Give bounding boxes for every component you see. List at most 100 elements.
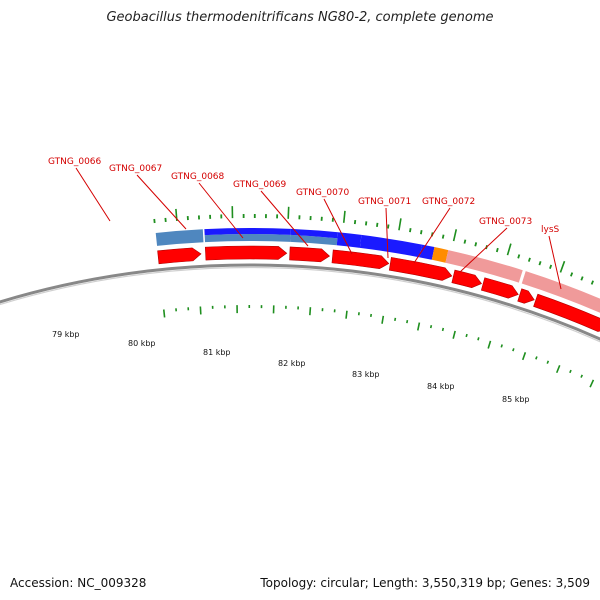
inner-tick [429,325,433,329]
inner-tick [555,365,561,374]
hit-segment [431,247,449,263]
leader-line [413,207,451,264]
cds-arrow [204,245,288,261]
gene-label-gtng-0067: GTNG_0067 [109,164,162,174]
leader-line [198,182,244,239]
kbp-label-80: 80 kbp [128,339,156,348]
gene-label-gtng-0066: GTNG_0066 [48,157,102,167]
gene-label-gtng-0070: GTNG_0070 [296,188,350,198]
hit-segment [359,234,423,258]
kbp-labels: 79 kbp 80 kbp 81 kbp 82 kbp 83 kbp 84 kb… [52,330,530,404]
hit-segment [290,234,338,246]
hit-segment [204,233,291,243]
leader-line [323,198,353,255]
inner-tick [406,320,409,324]
inner-tick [465,333,468,338]
gene-label-gtng-0073: GTNG_0073 [479,217,532,227]
accession-text: Accession: NC_009328 [10,576,147,590]
inner-tick [162,309,166,318]
inner-tick-ring [162,304,595,388]
cds-arrow [480,277,519,299]
cds-arrow [517,288,535,304]
hit-segment [521,271,600,313]
inner-tick [546,360,550,364]
outer-tick [538,261,542,266]
outer-tick [342,210,346,223]
inner-tick [512,348,515,352]
inner-tick [589,379,595,388]
leader-line [385,207,389,259]
inner-tick [477,337,480,341]
cds-arrow [289,246,331,263]
outer-tick [590,280,594,285]
outer-tick [387,224,390,229]
kbp-label-82: 82 kbp [278,359,306,368]
backbone-ring [0,263,600,343]
genome-summary-text: Topology: circular; Length: 3,550,319 bp… [260,576,590,590]
gene-label-gtng-0071: GTNG_0071 [358,197,411,207]
cds-track [157,245,600,332]
inner-tick [345,310,348,319]
outer-tick [570,272,574,277]
outer-tick [495,247,499,253]
hit-segment [445,250,523,283]
inner-tick [487,340,492,349]
inner-tick [309,307,312,316]
inner-tick [521,352,527,361]
inner-tick [500,344,503,348]
outer-tick [517,254,521,259]
outer-tick [463,239,467,244]
inner-tick [535,356,538,360]
kbp-label-79: 79 kbp [52,330,80,339]
outer-tick [287,206,290,219]
inner-tick [452,330,456,339]
backbone-arc [0,263,600,341]
hit-segment [290,228,339,239]
gene-labels: GTNG_0066 GTNG_0067 GTNG_0068 GTNG_0069 … [48,157,560,235]
gene-label-leaders [75,167,562,290]
gene-label-gtng-0068: GTNG_0068 [171,172,225,182]
outer-tick [420,230,423,235]
gene-label-gtng-0069: GTNG_0069 [233,180,287,190]
outer-tick [441,234,445,239]
kbp-label-84: 84 kbp [427,382,455,391]
leader-line [548,235,562,290]
cds-arrow [451,269,483,289]
cds-arrow [157,247,202,265]
outer-tick [452,229,458,242]
cds-arrow [331,249,390,269]
kbp-label-81: 81 kbp [203,348,231,357]
leader-line [75,167,111,222]
kbp-label-83: 83 kbp [352,370,380,379]
outer-tick [527,257,531,262]
inner-tick [416,322,421,331]
leader-line [136,174,187,230]
outer-tick [376,222,379,228]
inner-tick [580,374,583,378]
hit-track [155,228,600,313]
backbone-arc [0,266,600,343]
hit-segment [419,244,435,260]
inner-tick [441,327,445,332]
hit-segment [204,228,291,236]
cds-arrow [388,257,453,281]
inner-tick [569,369,572,374]
outer-tick-ring [153,206,594,285]
gene-label-lyss: lysS [541,225,560,235]
inner-tick [394,317,397,322]
outer-tick [364,221,368,226]
outer-tick [580,276,584,281]
outer-tick [398,218,402,231]
leader-line [260,190,309,247]
hit-segment [336,232,362,248]
kbp-label-85: 85 kbp [502,395,530,404]
map-title: Geobacillus thermodenitrificans NG80-2, … [106,10,494,25]
cds-arrow [533,293,600,332]
outer-tick [559,260,566,273]
inner-tick [381,315,385,324]
leader-line [459,227,508,273]
outer-tick [409,228,412,233]
outer-tick [549,264,553,270]
outer-tick [506,243,512,256]
